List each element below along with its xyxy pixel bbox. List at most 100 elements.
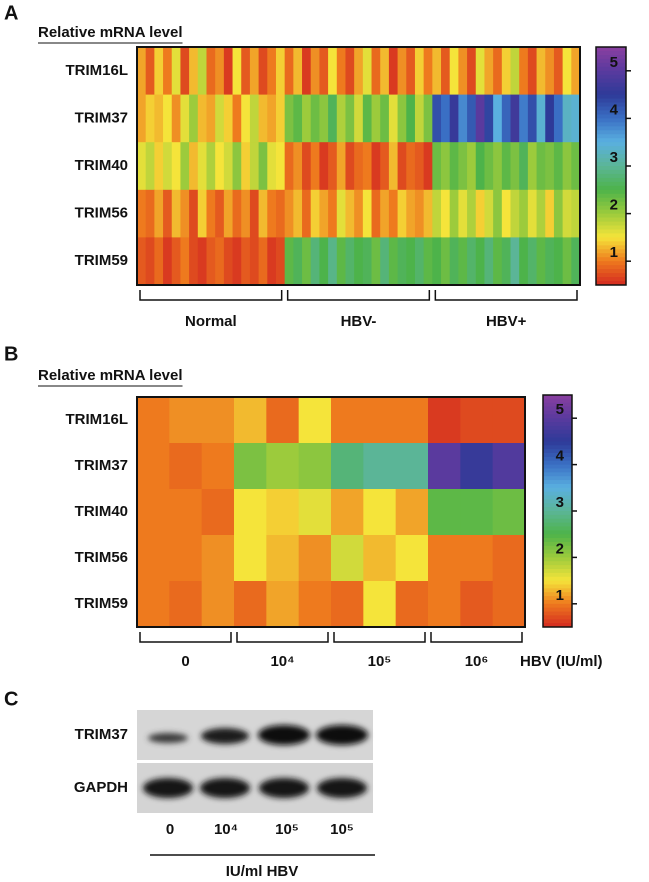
heat-cell [536, 189, 546, 238]
heat-cell [328, 47, 338, 96]
colorbar-segment [596, 197, 626, 203]
blot-x-label: IU/ml HBV [226, 863, 299, 880]
heat-cell [328, 189, 338, 238]
heat-cell [171, 189, 181, 238]
heat-cell [441, 94, 451, 143]
heat-cell [363, 489, 397, 536]
heat-cell [249, 47, 260, 96]
colorbar-segment [596, 233, 626, 238]
group-label: HBV- [341, 313, 377, 330]
heat-cell [545, 237, 555, 286]
heat-cell [484, 142, 494, 191]
heat-cell [449, 237, 459, 286]
heat-cell [527, 237, 538, 286]
colorbar-segment [596, 169, 626, 175]
heat-cell [545, 189, 555, 238]
heat-cell [154, 94, 164, 143]
heat-cell [171, 94, 181, 143]
heat-cell [363, 443, 397, 490]
heat-cell [432, 237, 442, 286]
heat-cell [302, 189, 312, 238]
heat-cell [171, 47, 181, 96]
heat-cell [345, 237, 355, 286]
heat-cell [501, 142, 512, 191]
heat-cell [241, 237, 251, 286]
colorbar-segment [596, 94, 626, 100]
heat-cell [267, 142, 277, 191]
colorbar-segment [543, 557, 572, 562]
heat-cell [363, 535, 397, 582]
heat-cell [371, 237, 381, 286]
heat-cell [154, 237, 164, 286]
heat-cell [510, 237, 520, 286]
heat-cell [137, 142, 147, 191]
heat-cell [189, 94, 199, 143]
heat-cell [475, 94, 485, 143]
colorbar-segment [543, 422, 572, 427]
colorbar-segment [543, 503, 572, 508]
heat-cell [223, 94, 234, 143]
colorbar-segment [596, 110, 626, 115]
heat-cell [475, 189, 485, 238]
heat-cell [284, 47, 294, 96]
heat-cell [571, 47, 581, 96]
colorbar-segment [543, 418, 572, 423]
colorbar-tick-label: 4 [610, 101, 619, 118]
heat-cell [215, 47, 225, 96]
colorbar-segment [596, 54, 626, 60]
colorbar-segment [596, 229, 626, 234]
heat-cell [266, 397, 300, 444]
heat-cell [345, 94, 355, 143]
heat-cell [293, 237, 303, 286]
heat-cell [475, 237, 485, 286]
heat-cell [328, 142, 338, 191]
heat-cell [406, 94, 416, 143]
heat-cell [201, 489, 235, 536]
heat-cell [241, 94, 251, 143]
heat-cell [331, 397, 364, 444]
colorbar-segment [596, 189, 626, 195]
blot-bands [143, 725, 368, 798]
heat-cell [354, 189, 364, 238]
colorbar-segment [596, 86, 626, 92]
heat-cell [331, 443, 364, 490]
heat-cell [406, 237, 416, 286]
blot-row-label: GAPDH [74, 779, 128, 796]
colorbar-segment [596, 47, 626, 52]
heat-cell [163, 237, 173, 286]
heat-cell [423, 237, 433, 286]
colorbar-segment [543, 480, 572, 485]
heat-cell [519, 47, 529, 96]
heat-cell [363, 397, 397, 444]
colorbar-segment [596, 173, 626, 179]
colorbar-segment [596, 261, 626, 266]
heat-cell [501, 94, 512, 143]
colorbar-segment [596, 62, 626, 68]
colorbar-segment [596, 193, 626, 199]
heat-cell [467, 189, 477, 238]
heat-cell [553, 142, 564, 191]
heat-cell [169, 397, 203, 444]
heat-cell [562, 189, 572, 238]
heat-cell [449, 189, 459, 238]
colorbar-segment [596, 166, 626, 171]
heat-cell [336, 47, 346, 96]
heat-cell [414, 237, 425, 286]
heat-cell [441, 237, 451, 286]
colorbar-segment [543, 530, 572, 535]
colorbar-segment [596, 201, 626, 207]
heat-cell [362, 189, 373, 238]
heat-cell [388, 142, 399, 191]
heat-cell [234, 535, 267, 582]
colorbar-segment [543, 534, 572, 539]
colorbar-segment [543, 572, 572, 578]
heat-cell [331, 489, 364, 536]
heat-cell [249, 189, 260, 238]
heat-cell [215, 142, 225, 191]
heat-cell [406, 47, 416, 96]
heat-cell [154, 47, 164, 96]
heat-cell [197, 237, 207, 286]
heat-cell [395, 535, 429, 582]
colorbar-segment [543, 425, 572, 431]
heat-cell [397, 189, 407, 238]
